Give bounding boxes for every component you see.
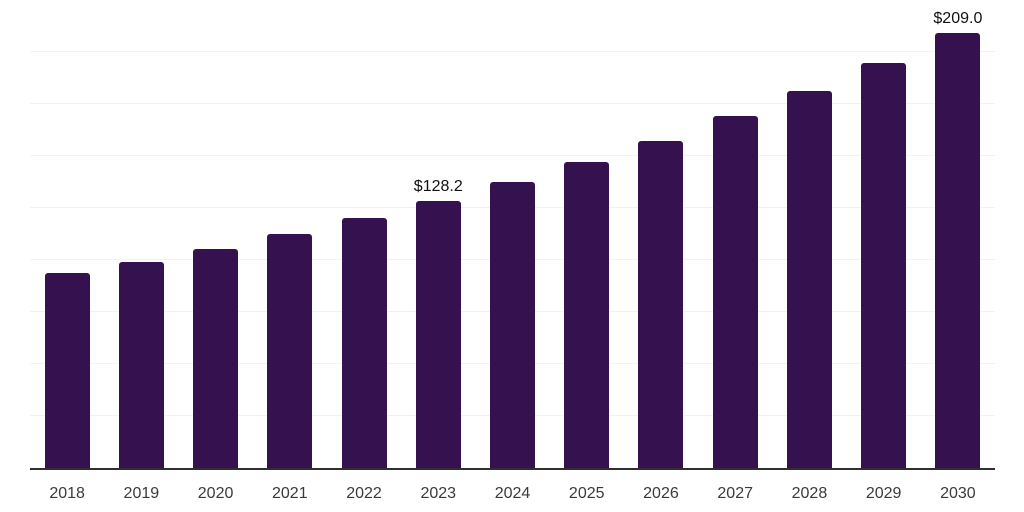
x-tick-label-2030: 2030 xyxy=(940,485,976,502)
bar-2024 xyxy=(490,182,535,468)
bar-2025 xyxy=(564,161,610,468)
bar-2027 xyxy=(712,116,758,468)
x-tick-label-2024: 2024 xyxy=(494,485,531,502)
bar-value-label-2023: $128.2 xyxy=(413,178,463,196)
plot-area: $128.2 $209.0 xyxy=(30,0,995,470)
x-tick-label-2019: 2019 xyxy=(123,485,160,502)
x-tick-label-2025: 2025 xyxy=(568,485,605,502)
bar-2030 xyxy=(935,33,981,468)
bar-2019 xyxy=(118,261,164,468)
gridline xyxy=(30,51,995,52)
x-tick-label-2018: 2018 xyxy=(49,485,85,502)
bar-2029 xyxy=(861,63,907,468)
x-tick-label-2022: 2022 xyxy=(346,485,382,502)
bar-2026 xyxy=(638,141,684,468)
x-axis: 2018 2019 2020 2021 2022 2023 2024 2025 2026 2027… xyxy=(30,484,995,506)
x-tick-label-2027: 2027 xyxy=(717,485,753,502)
gridline xyxy=(30,155,995,156)
bar-2023 xyxy=(415,201,461,468)
x-tick-label-2020: 2020 xyxy=(197,485,234,502)
bar-2020 xyxy=(193,248,239,468)
gridline xyxy=(30,103,995,104)
x-tick-label-2021: 2021 xyxy=(272,485,308,502)
x-axis-line xyxy=(30,468,995,470)
x-tick-label-2029: 2029 xyxy=(865,485,902,502)
bar-2021 xyxy=(267,234,313,468)
bar-2028 xyxy=(786,91,832,468)
bar-value-label-2030: $209.0 xyxy=(933,10,983,28)
x-tick-label-2026: 2026 xyxy=(643,485,679,502)
x-tick-label-2028: 2028 xyxy=(791,485,828,502)
bar-2022 xyxy=(341,217,387,468)
bar-2018 xyxy=(44,272,90,468)
x-tick-label-2023: 2023 xyxy=(420,485,457,502)
